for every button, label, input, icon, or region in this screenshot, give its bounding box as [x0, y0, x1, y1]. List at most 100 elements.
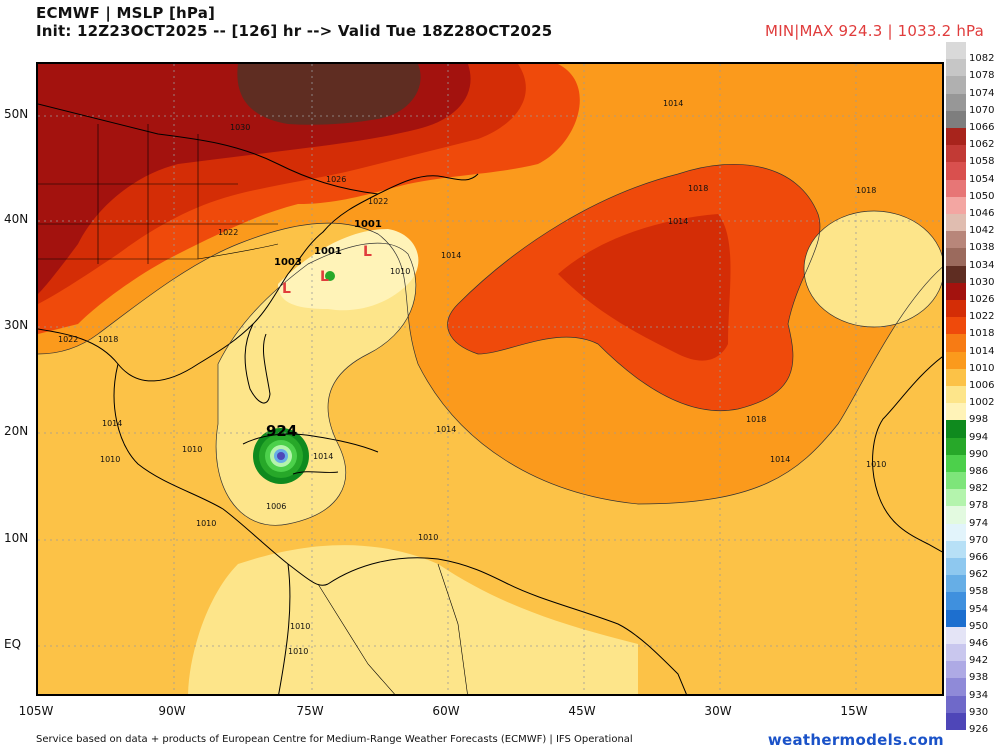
map-init-valid: Init: 12Z23OCT2025 -- [126] hr --> Valid…: [36, 22, 553, 40]
isobar-label: 1010: [288, 647, 308, 656]
isobar-label: 1010: [866, 460, 886, 469]
colorbar-level-label: 998: [969, 414, 989, 426]
colorbar-level-label: 1062: [969, 139, 995, 151]
colorbar-swatch: [946, 403, 966, 421]
colorbar-level-label: 958: [969, 586, 989, 598]
isobar-label: 1026: [326, 175, 346, 184]
colorbar-swatch: [946, 712, 966, 731]
map-panel: 1014 1030 1026 1022 1018 1014 1018 1022 …: [36, 62, 944, 696]
colorbar-level-label: 1026: [969, 294, 995, 305]
colorbar-level-label: 994: [969, 431, 989, 443]
colorbar-swatch: [946, 420, 966, 439]
map-title: ECMWF | MSLP [hPa]: [36, 4, 216, 22]
isobar-label: 1018: [856, 186, 876, 195]
colorbar-level-label: 1022: [969, 311, 995, 323]
colorbar-swatch: [946, 489, 966, 507]
colorbar-swatch: [946, 248, 966, 267]
low-value: 1001: [314, 246, 342, 257]
isobar-label: 1010: [290, 622, 310, 631]
colorbar-level-label: 946: [969, 638, 989, 649]
field-1006-1010-south: [188, 545, 638, 694]
lon-label: 60W: [432, 704, 460, 718]
mslp-map: 1014 1030 1026 1022 1018 1014 1018 1022 …: [38, 64, 942, 694]
colorbar-level-label: 1078: [969, 70, 995, 82]
low-value: 1001: [354, 219, 382, 230]
isobar-label: 1022: [58, 335, 78, 344]
isobar-label: 1018: [98, 335, 118, 344]
lat-label: EQ: [4, 637, 22, 651]
lon-label: 90W: [158, 704, 186, 718]
lat-label: 20N: [4, 424, 29, 438]
colorbar-level-label: 1046: [969, 208, 995, 219]
hurricane-circulation: [253, 428, 309, 484]
colorbar-swatch: [946, 145, 966, 163]
field-1010-east: [848, 404, 942, 564]
colorbar-level-label: 966: [969, 552, 989, 563]
lon-label: 45W: [568, 704, 596, 718]
colorbar-swatch: [946, 386, 966, 404]
isobar-label: 1006: [266, 502, 286, 511]
brand-link[interactable]: weathermodels.com: [767, 731, 944, 749]
isobar-label: 1014: [102, 419, 122, 428]
colorbar-level-label: 974: [969, 517, 989, 529]
colorbar-level-label: 954: [969, 603, 989, 615]
field-1030-1034: [237, 64, 421, 125]
colorbar-level-label: 1066: [969, 122, 995, 133]
colorbar-swatch: [946, 661, 966, 679]
colorbar-swatch: [946, 644, 966, 662]
colorbar-swatch: [946, 454, 966, 473]
low-markers: 1001 L 1001 L 1003 L 924: [266, 219, 382, 440]
colorbar-level-label: 1050: [969, 190, 995, 202]
data-credit: Service based on data + products of Euro…: [36, 734, 633, 745]
isobar-labels: 1014 1030 1026 1022 1018 1014 1018 1022 …: [58, 99, 886, 656]
political-borders: [38, 124, 468, 694]
lat-label: 40N: [4, 212, 29, 226]
colorbar-swatch: [946, 42, 966, 60]
isobar-label: 1014: [770, 455, 790, 464]
graticule: [38, 64, 942, 694]
isobar-label: 1010: [100, 455, 120, 464]
colorbar-level-label: 938: [969, 672, 989, 684]
isobar-label: 1010: [418, 533, 438, 542]
colorbar-level-label: 986: [969, 466, 989, 477]
colorbar-swatch: [946, 368, 966, 387]
colorbar-level-label: 926: [969, 724, 989, 735]
colorbar-swatch: [946, 265, 966, 284]
colorbar-level-label: 962: [969, 569, 989, 581]
isobar-label: 1018: [746, 415, 766, 424]
colorbar-level-label: 1082: [969, 53, 995, 65]
colorbar-swatch: [946, 110, 966, 129]
colorbar-swatch: [946, 592, 966, 611]
isobar-label: 1010: [196, 519, 216, 528]
colorbar-swatch: [946, 437, 966, 456]
pressure-colorbar: [946, 42, 966, 731]
colorbar-level-label: 1074: [969, 87, 995, 99]
colorbar-level-label: 1006: [969, 380, 995, 391]
low-symbol: L: [282, 281, 291, 297]
isobar-label: 1014: [663, 99, 683, 108]
colorbar-swatch: [946, 300, 966, 318]
colorbar-swatch: [946, 351, 966, 370]
colorbar-swatch: [946, 472, 966, 490]
colorbar-swatch: [946, 179, 966, 198]
colorbar-swatch: [946, 609, 966, 628]
field-1002-1006: [278, 229, 419, 311]
lat-label: 10N: [4, 531, 29, 545]
colorbar-swatch: [946, 231, 966, 249]
offshore-low-core: [325, 271, 335, 281]
isobar-label: 1014: [313, 452, 333, 461]
colorbar-swatch: [946, 196, 966, 215]
colorbar-swatch: [946, 334, 966, 353]
isobar-label: 1014: [441, 251, 461, 260]
colorbar-level-label: 990: [969, 448, 989, 460]
colorbar-level-label: 1030: [969, 276, 995, 288]
lat-label: 50N: [4, 107, 29, 121]
isobar-label: 1022: [368, 197, 388, 206]
colorbar-swatch: [946, 523, 966, 542]
colorbar-level-label: 950: [969, 620, 989, 632]
colorbar-swatch: [946, 162, 966, 181]
colorbar-swatch: [946, 678, 966, 697]
colorbar-swatch: [946, 76, 966, 95]
coastlines: [38, 103, 942, 694]
lon-label: 105W: [18, 704, 54, 718]
